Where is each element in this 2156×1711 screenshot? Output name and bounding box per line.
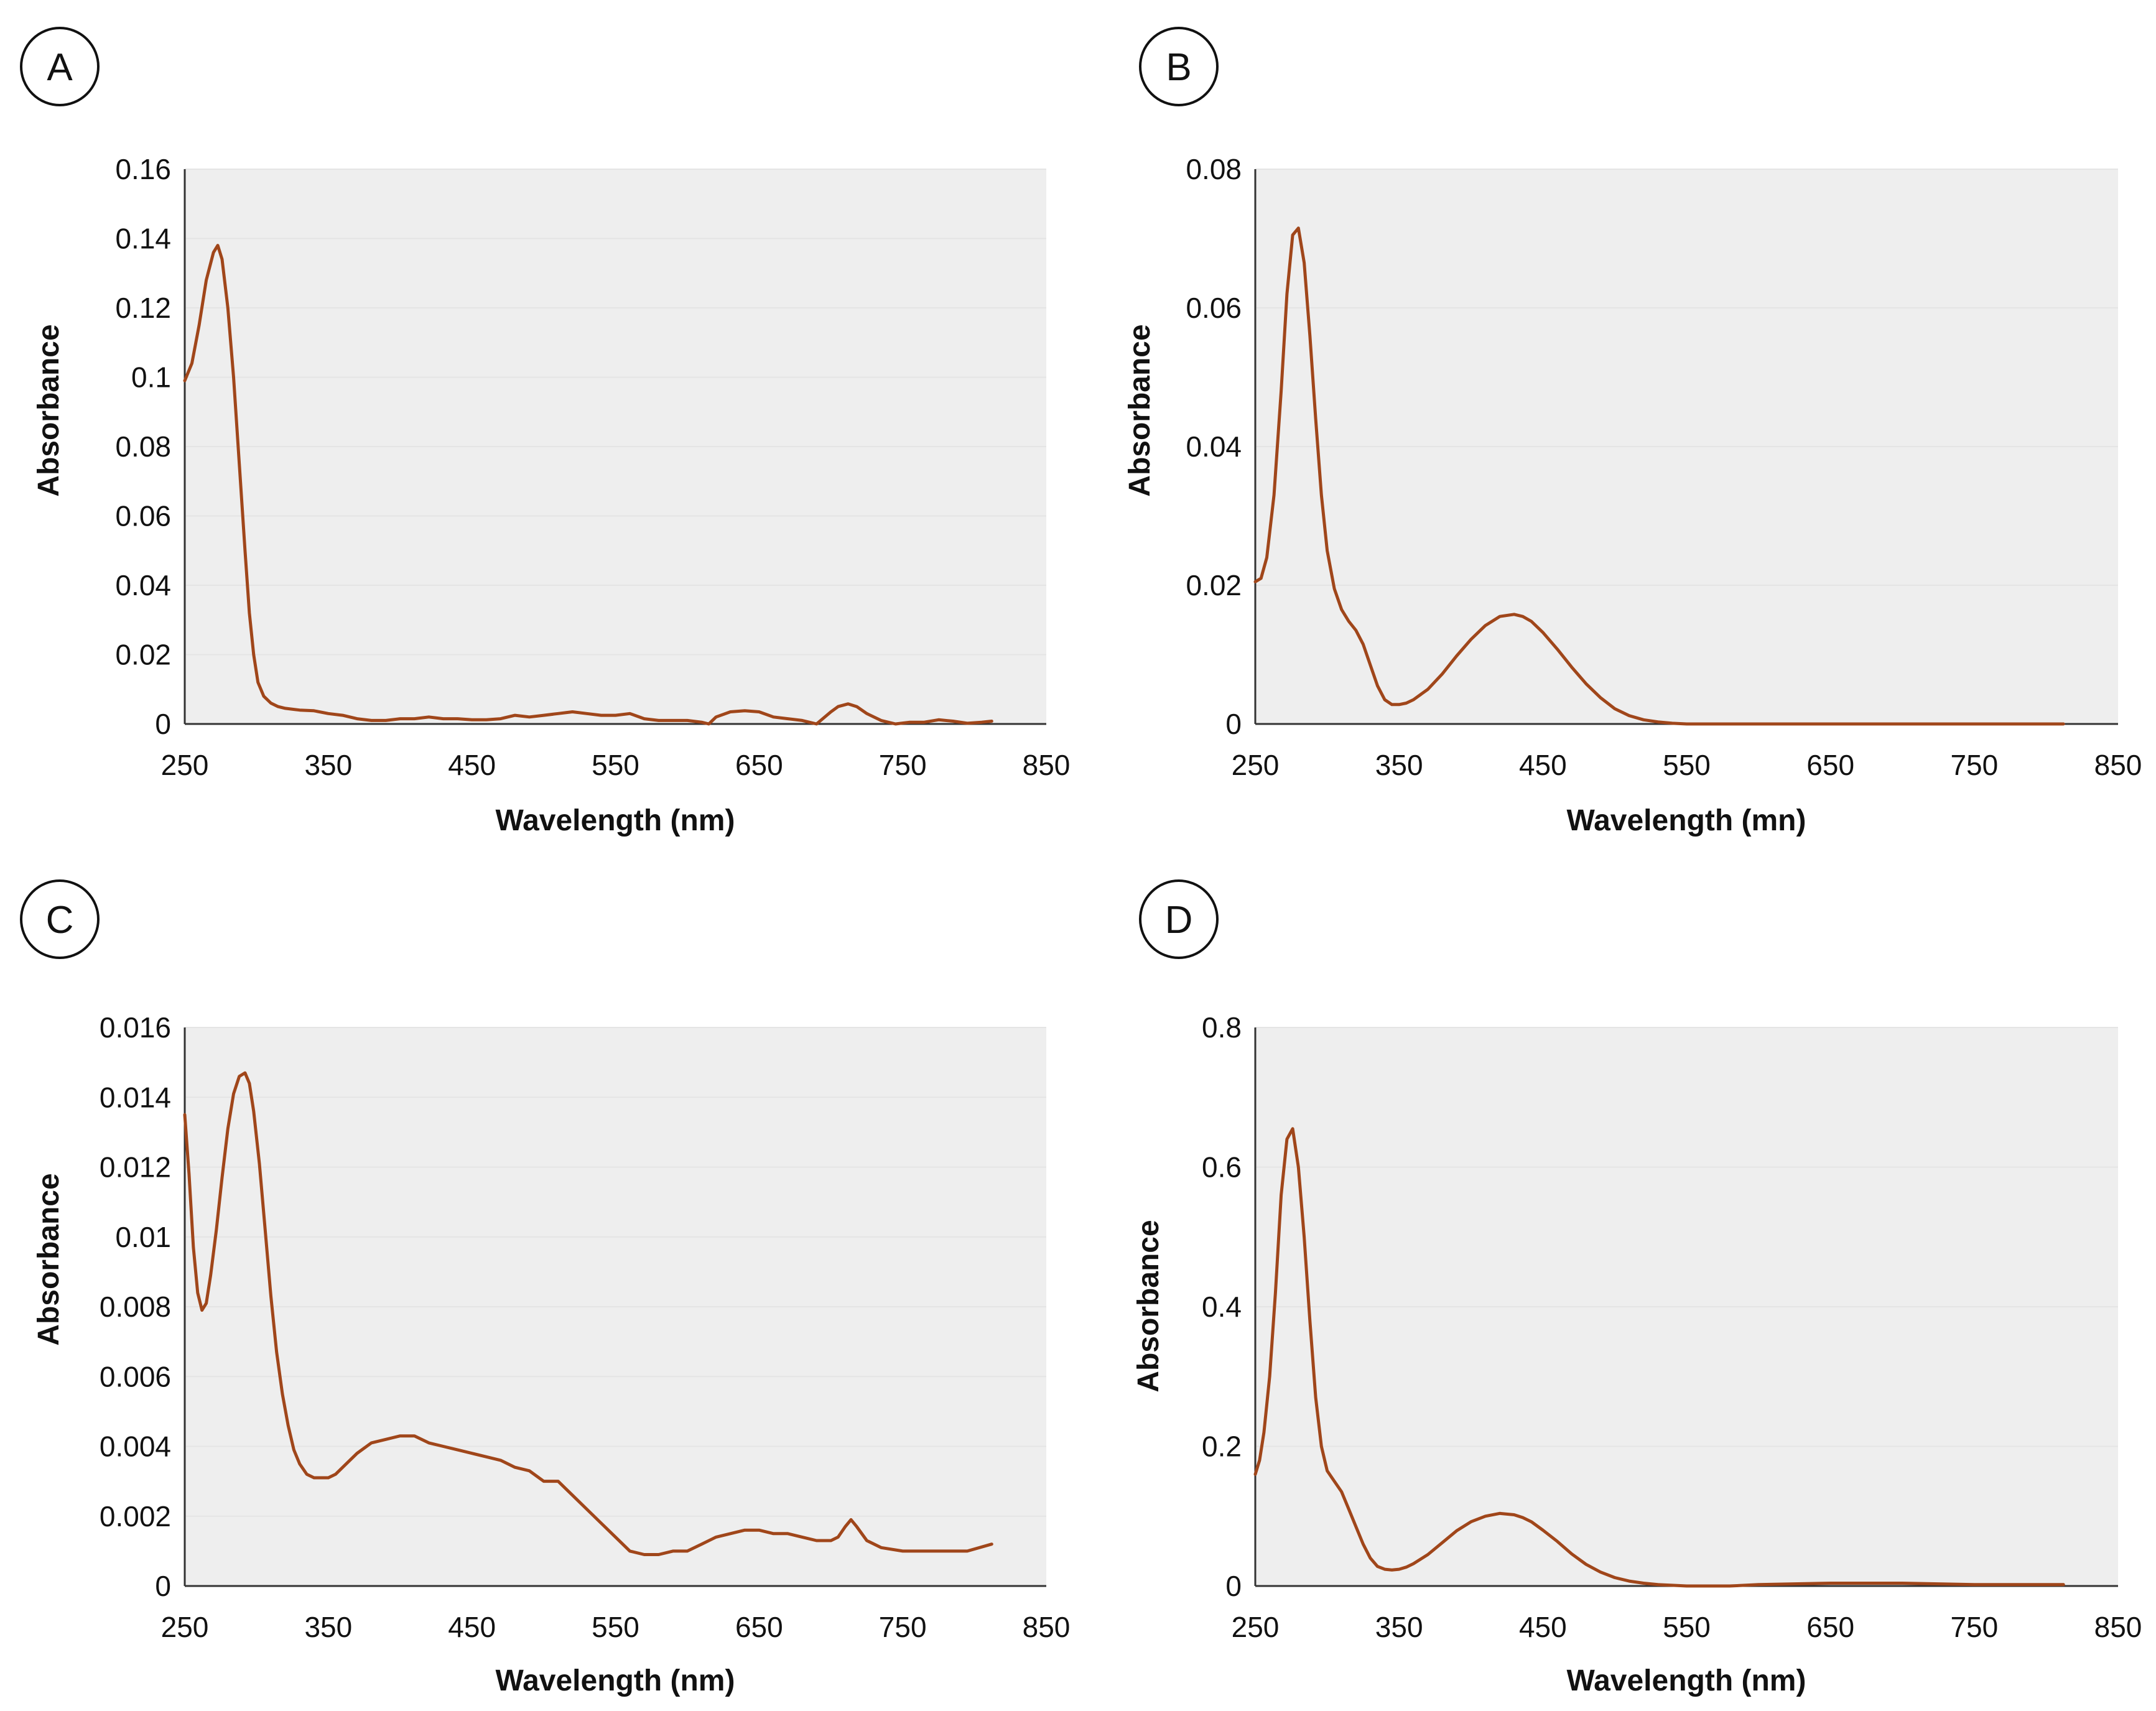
y-axis-title: Absorbance [32, 1173, 65, 1345]
y-tick-label: 0.02 [1186, 569, 1242, 601]
x-tick-label: 250 [161, 749, 209, 781]
panel-label-c: C [20, 879, 100, 959]
x-tick-label: 550 [592, 749, 639, 781]
x-axis-title: Wavelength (mn) [1567, 804, 1806, 837]
x-tick-label: 750 [879, 1611, 927, 1643]
panel-c: C 0 0.002 0.004 0.006 0.008 0.01 0.012 0… [20, 879, 1071, 1697]
y-tick-label: 0 [1225, 1570, 1242, 1602]
x-tick-label: 350 [304, 1611, 352, 1643]
y-tick-label: 0.8 [1202, 1011, 1242, 1044]
x-tick-label: 350 [304, 749, 352, 781]
x-axis-title: Wavelength (nm) [496, 1664, 735, 1697]
panel-label-text: C [46, 899, 74, 942]
y-tick-label: 0 [155, 708, 171, 740]
y-tick-label: 0.2 [1202, 1430, 1242, 1463]
y-tick-label: 0 [1225, 708, 1242, 740]
panel-label-circle [1139, 879, 1219, 959]
x-tick-label: 450 [1519, 749, 1567, 781]
y-tick-label: 0.01 [115, 1221, 171, 1253]
panel-label-b: B [1139, 27, 1219, 106]
y-axis-title: Absorbance [1132, 1220, 1165, 1392]
panel-label-a: A [20, 27, 100, 106]
y-tick-label: 0.008 [100, 1291, 171, 1323]
x-tick-label: 250 [1232, 749, 1280, 781]
y-tick-label: 0 [155, 1570, 171, 1602]
y-axis-title: Absorbance [32, 324, 65, 496]
y-axis-title: Absorbance [1123, 324, 1156, 496]
y-tick-label: 0.016 [100, 1011, 171, 1044]
series-line-c [183, 1071, 993, 1556]
x-tick-label: 250 [161, 1611, 209, 1643]
series-line-b [1253, 226, 2065, 726]
x-tick-label: 650 [1806, 1611, 1854, 1643]
panel-label-circle [20, 27, 100, 106]
x-tick-label: 250 [1232, 1611, 1280, 1643]
x-tick-label: 850 [1023, 1611, 1071, 1643]
x-tick-label: 450 [1519, 1611, 1567, 1643]
x-tick-label: 650 [735, 1611, 783, 1643]
x-axis-title: Wavelength (nm) [496, 804, 735, 837]
y-tick-label: 0.02 [115, 639, 171, 671]
x-tick-label: 650 [1806, 749, 1854, 781]
x-tick-label: 350 [1375, 1611, 1423, 1643]
series-line-a [183, 244, 993, 726]
y-tick-label: 0.08 [1186, 153, 1242, 185]
y-tick-label: 0.006 [100, 1360, 171, 1393]
panel-d: D 0 0.2 0.4 0.6 0.8 250 350 450 550 650 … [1132, 879, 2142, 1697]
panel-label-d: D [1139, 879, 1219, 959]
y-tick-label: 0.002 [100, 1500, 171, 1532]
y-tick-label: 0.16 [115, 153, 171, 185]
y-tick-label: 0.12 [115, 292, 171, 324]
panel-a: A 0 0.02 0.04 0.06 0.08 0.1 0.12 0.14 0.… [20, 27, 1071, 837]
y-tick-label: 0.04 [115, 569, 171, 601]
x-tick-label: 550 [1663, 1611, 1711, 1643]
y-tick-label: 0.012 [100, 1151, 171, 1184]
x-tick-label: 550 [592, 1611, 639, 1643]
panel-label-circle [1139, 27, 1219, 106]
x-tick-label: 750 [1950, 749, 1998, 781]
x-tick-label: 850 [2094, 749, 2142, 781]
x-tick-label: 450 [448, 749, 496, 781]
y-tick-label: 0.14 [115, 223, 171, 255]
panel-label-circle [20, 879, 100, 959]
x-tick-label: 850 [2094, 1611, 2142, 1643]
y-tick-label: 0.004 [100, 1430, 171, 1463]
y-tick-label: 0.04 [1186, 430, 1242, 463]
y-tick-label: 0.6 [1202, 1151, 1242, 1184]
x-tick-label: 350 [1375, 749, 1423, 781]
x-axis-title: Wavelength (nm) [1567, 1664, 1806, 1697]
y-tick-label: 0.1 [131, 361, 171, 394]
x-tick-label: 750 [879, 749, 927, 781]
x-tick-label: 850 [1023, 749, 1071, 781]
panel-label-text: B [1166, 46, 1191, 89]
y-tick-label: 0.06 [115, 500, 171, 532]
panel-label-text: A [47, 46, 73, 89]
x-tick-label: 450 [448, 1611, 496, 1643]
panel-b: B 0 0.02 0.04 0.06 0.08 250 350 450 550 … [1123, 27, 2142, 837]
x-tick-label: 650 [735, 749, 783, 781]
x-tick-label: 550 [1663, 749, 1711, 781]
y-tick-label: 0.4 [1202, 1291, 1242, 1323]
panel-label-text: D [1165, 899, 1193, 942]
x-tick-label: 750 [1950, 1611, 1998, 1643]
series-line-d [1253, 1127, 2065, 1588]
y-tick-label: 0.014 [100, 1081, 171, 1113]
y-tick-label: 0.08 [115, 430, 171, 463]
y-tick-label: 0.06 [1186, 292, 1242, 324]
